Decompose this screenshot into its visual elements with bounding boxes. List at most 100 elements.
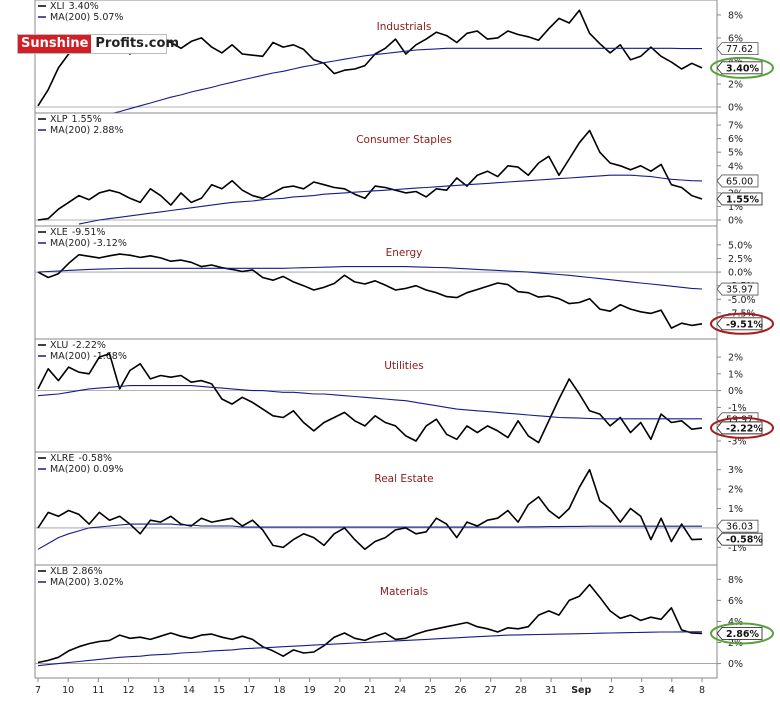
legend-ticker-name: XLRE [50,453,74,464]
y-tick-label: 0% [728,659,743,670]
legend-ma: MA(200) 3.02% [50,577,123,588]
y-tick-label: 2% [728,79,743,90]
panel-title: Utilities [384,360,424,372]
x-tick-label: 10 [62,685,74,696]
x-tick-label: 26 [454,685,466,696]
y-tick-label: 7% [728,121,743,132]
panel-frame [34,0,718,114]
x-tick-label: 11 [92,685,104,696]
panel-frame [34,451,718,566]
panel-xlre: 3%2%1%0%-1%XLRE-0.58%MA(200) 0.09%Real E… [34,451,763,566]
green-highlight-ellipse [710,622,774,645]
y-tick-label: 8% [728,575,743,586]
x-tick-label: 7 [35,685,41,696]
legend-change: 2.86% [72,566,102,577]
ma200-line [109,47,702,115]
x-tick-label: 8 [699,685,705,696]
legend-ticker-name: XLI [50,1,65,12]
change-label: 1.55% [726,194,759,205]
y-tick-label: -1% [728,543,747,554]
x-tick-label: 19 [304,685,316,696]
y-tick-label: 1% [728,504,743,515]
panel-title: Industrials [377,21,432,33]
change-label-box [716,627,763,640]
x-tick-label: 27 [485,685,497,696]
y-tick-label: 6% [728,596,743,607]
y-tick-label: -5.0% [728,295,756,306]
change-label-box [716,61,763,75]
y-tick-label: 2.5% [728,254,752,265]
panel-frame [34,338,718,453]
legend-ticker: XLP 1.55% [50,114,102,125]
x-tick-label: 2 [608,685,614,696]
panel-frame [34,225,718,340]
y-tick-label: 5.0% [728,240,752,251]
y-tick-label: -1% [728,403,747,414]
panel-title: Consumer Staples [356,134,452,146]
x-tick-label: 14 [183,685,195,696]
ma200-line [37,523,702,550]
price-label-box [716,42,759,56]
x-tick-label: 28 [515,685,527,696]
panel-xle: 5.0%2.5%0.0%-2.5%-5.0%-7.5%XLE-9.51%MA(2… [34,225,774,340]
y-tick-label: -3% [728,436,747,447]
change-label: 2.86% [726,629,759,640]
x-tick-label: Sep [571,685,591,696]
legend-ma: MA(200) 5.07% [50,12,123,23]
y-tick-label: 1% [728,369,743,380]
y-tick-label: 6% [728,134,743,145]
legend-ticker-name: XLU [50,340,68,351]
legend-ticker: XLU -2.22% [50,340,106,351]
x-tick-label: 3 [639,685,645,696]
x-tick-label: 31 [545,685,557,696]
y-tick-label: 0% [728,216,743,227]
panel-frame [34,112,718,227]
change-label: -9.51% [726,319,763,330]
y-tick-label: 4% [728,161,743,172]
price-label: 65.00 [726,176,753,187]
legend-ticker: XLI 3.40% [50,1,99,12]
logo-part-sunshine: Sunshine [18,35,92,53]
legend-change: -2.22% [72,340,106,351]
change-label-box [716,421,763,435]
y-tick-label: 0% [728,386,743,397]
y-tick-label: 2% [728,485,743,496]
x-tick-label: 15 [213,685,225,696]
x-tick-label: 20 [334,685,346,696]
price-label: 59.97 [726,414,753,425]
x-axis: 7 10 11 12 13 14 15 17 18 19 20 21 24 25 26 27 28 31 Sep 2 3… [35,677,717,696]
x-tick-label: 18 [273,685,285,696]
legend-ticker-name: XLP [50,114,68,125]
y-tick-label: 8% [728,10,743,21]
x-tick-label: 17 [243,685,255,696]
change-label-box [716,317,763,331]
price-label: 35.97 [726,285,753,296]
price-line [37,352,703,444]
y-tick-label: 2% [728,353,743,364]
green-highlight-ellipse [710,56,774,79]
ma200-line [37,631,702,667]
x-tick-label: 13 [153,685,165,696]
y-tick-label: 0.0% [728,268,752,279]
price-label-box [716,519,759,533]
change-label: -0.58% [726,535,763,546]
price-label: 36.03 [726,522,753,533]
price-line [37,468,703,551]
ma200-line [37,266,703,290]
y-tick-label: 3% [728,465,743,476]
logo-part-profits: Profits.com [95,36,179,51]
panel-xlb: 8%6%4%2%0%XLB 2.86%MA(200) 3.02%Materials… [34,564,774,679]
red-highlight-ellipse [710,312,774,335]
ma200-line [78,174,703,225]
legend-ticker-name: XLB [50,566,68,577]
price-line [37,129,703,221]
x-tick-label: 24 [394,685,406,696]
change-label-box [716,532,763,546]
panel-title: Energy [386,247,423,259]
legend-ma: MA(200) -1.68% [50,351,127,362]
panel-frame [34,564,718,679]
legend-ma: MA(200) 0.09% [50,464,123,475]
legend-change: 1.55% [72,114,102,125]
legend-ticker: XLRE -0.58% [50,453,112,464]
